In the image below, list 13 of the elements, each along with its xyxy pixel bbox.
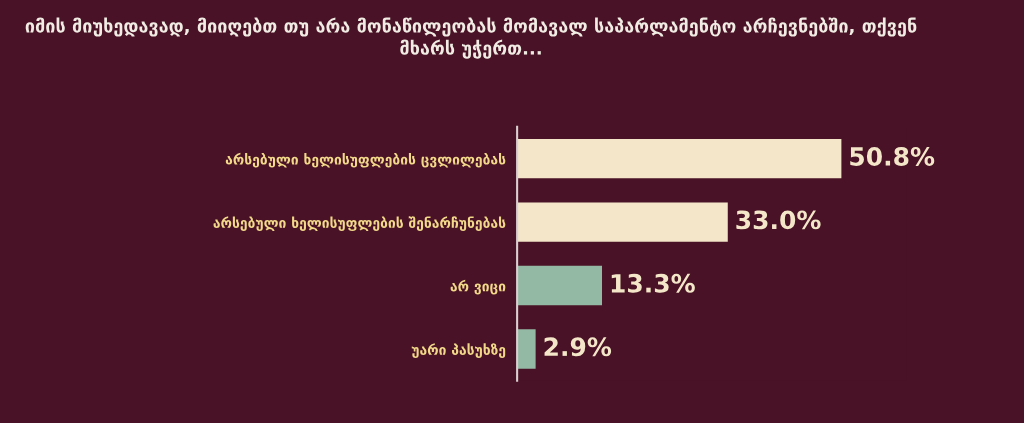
bar	[517, 202, 728, 242]
bar	[517, 265, 603, 306]
bar	[517, 329, 536, 369]
chart-title: იმის მიუხედავად, მიიღებთ თუ არა მონაწილეობას მომავალ საპარლამენტო არჩევნებში, თქვენ მხარს უჭერთ...	[25, 17, 917, 59]
y-tick-label: არსებული ხელისუფლების შენარჩუნებას	[213, 216, 506, 232]
y-tick-label: უარი პასუხზე	[411, 343, 506, 358]
y-tick-label: არ ვიცი	[450, 279, 506, 295]
data-label: 50.8%	[850, 146, 935, 166]
bar	[517, 138, 842, 179]
data-label: 2.9%	[544, 337, 612, 357]
y-tick-label: არსებული ხელისუფლების ცვლილებას	[225, 152, 506, 168]
data-label: 33.0%	[736, 210, 821, 230]
data-label: 13.3%	[611, 273, 695, 293]
